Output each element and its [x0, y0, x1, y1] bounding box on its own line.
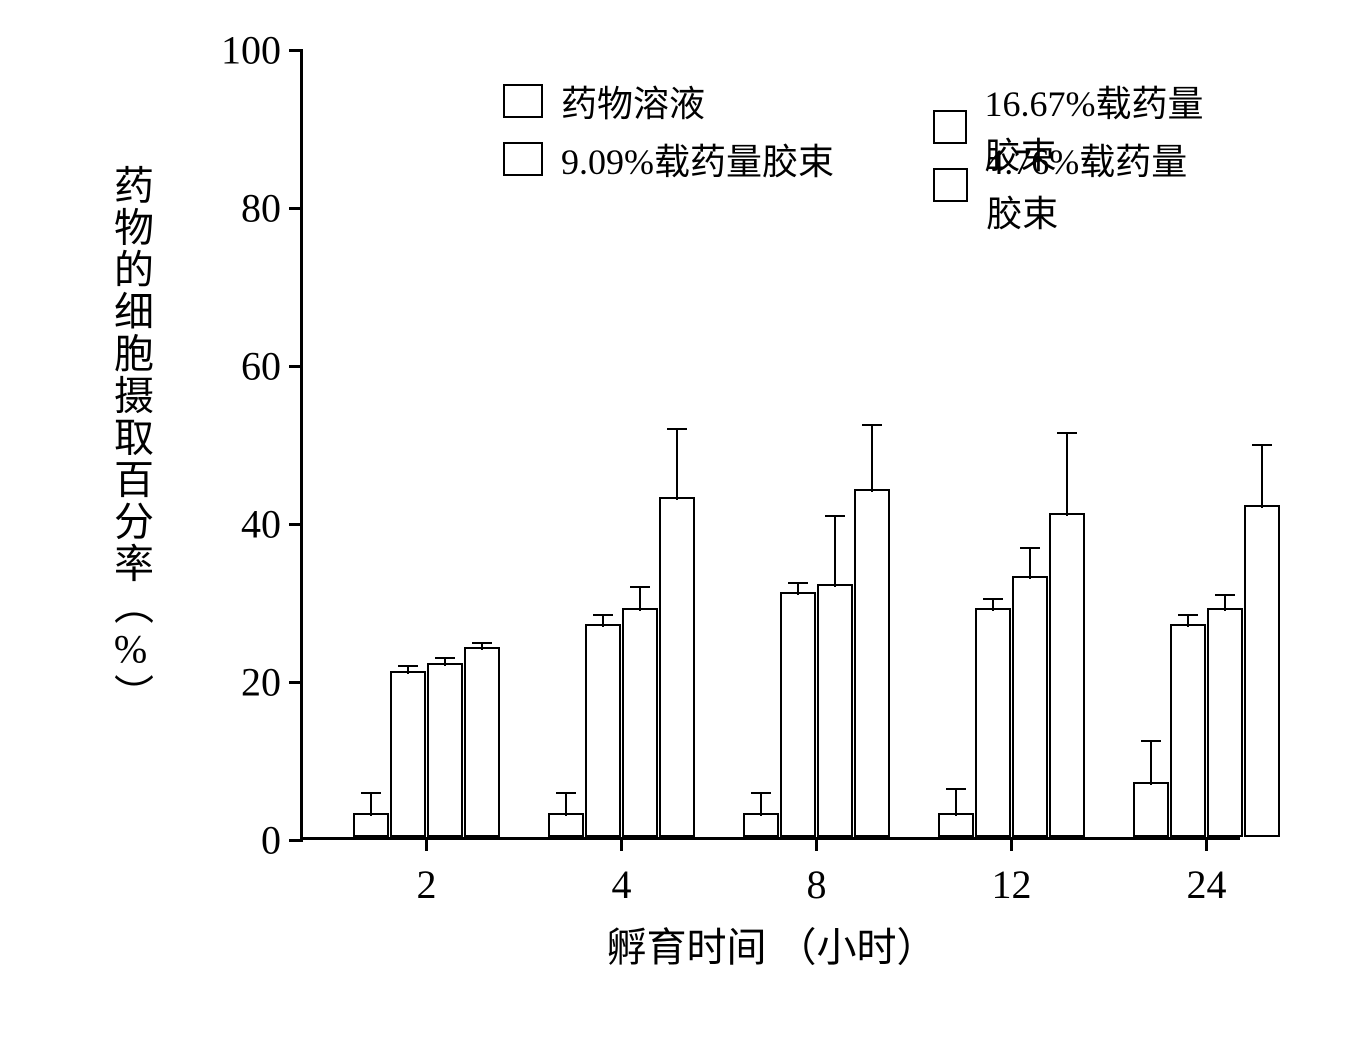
error-cap — [751, 792, 771, 794]
bar-solution — [743, 813, 779, 837]
bar-solution — [353, 813, 389, 837]
legend-item-micelle-9: 9.09%载药量胶束 — [503, 133, 834, 185]
bar-micelle-16 — [622, 608, 658, 837]
x-tick — [425, 837, 428, 851]
bar-micelle-4 — [1244, 505, 1280, 837]
bar-micelle-16 — [427, 663, 463, 837]
bar-micelle-4 — [464, 647, 500, 837]
error-cap — [983, 598, 1003, 600]
chart-figure: 药物的细胞摄取百分率（%） 药物溶液9.09%载药量胶束16.67%载药量胶束4… — [140, 40, 1270, 1000]
error-cap — [1057, 432, 1077, 434]
y-tick — [289, 49, 303, 52]
bar-micelle-4 — [659, 497, 695, 837]
y-tick-label: 100 — [221, 27, 281, 74]
y-tick — [289, 681, 303, 684]
error-bar — [834, 516, 836, 587]
bar-micelle-9 — [390, 671, 426, 837]
bar-micelle-16 — [1207, 608, 1243, 837]
bar-micelle-4 — [1049, 513, 1085, 837]
y-tick-label: 80 — [241, 185, 281, 232]
error-bar — [992, 599, 994, 611]
error-cap — [825, 515, 845, 517]
y-tick — [289, 839, 303, 842]
error-cap — [472, 642, 492, 644]
y-tick-label: 20 — [241, 659, 281, 706]
x-tick — [1010, 837, 1013, 851]
error-cap — [1141, 740, 1161, 742]
bar-micelle-9 — [1170, 624, 1206, 837]
error-bar — [1066, 433, 1068, 516]
error-cap — [556, 792, 576, 794]
error-cap — [1215, 594, 1235, 596]
error-cap — [1252, 444, 1272, 446]
plot-area: 药物溶液9.09%载药量胶束16.67%载药量胶束4.76%载药量胶束 孵育时间… — [300, 50, 1240, 840]
error-bar — [955, 789, 957, 817]
error-bar — [871, 425, 873, 492]
error-bar — [676, 429, 678, 500]
error-cap — [398, 665, 418, 667]
error-bar — [1150, 741, 1152, 784]
x-tick — [1205, 837, 1208, 851]
bar-micelle-9 — [975, 608, 1011, 837]
error-bar — [602, 615, 604, 627]
y-tick-label: 40 — [241, 501, 281, 548]
legend-label: 9.09%载药量胶束 — [561, 133, 834, 185]
error-bar — [760, 793, 762, 817]
error-cap — [630, 586, 650, 588]
legend-item-micelle-4: 4.76%载药量胶束 — [933, 133, 1223, 237]
x-tick-label: 8 — [807, 861, 827, 908]
legend-item-solution: 药物溶液 — [503, 75, 705, 127]
error-bar — [444, 658, 446, 666]
error-bar — [639, 587, 641, 611]
y-tick — [289, 207, 303, 210]
x-tick — [815, 837, 818, 851]
x-tick-label: 4 — [612, 861, 632, 908]
y-tick — [289, 365, 303, 368]
bar-solution — [548, 813, 584, 837]
error-bar — [1187, 615, 1189, 627]
error-cap — [1020, 547, 1040, 549]
error-bar — [797, 583, 799, 595]
y-axis-label: 药物的细胞摄取百分率（%） — [101, 165, 159, 716]
x-axis-label: 孵育时间 （小时） — [607, 915, 937, 973]
x-tick-label: 24 — [1187, 861, 1227, 908]
legend-swatch — [933, 168, 968, 202]
error-cap — [862, 424, 882, 426]
y-tick-label: 0 — [261, 817, 281, 864]
legend-swatch — [503, 142, 543, 176]
legend-label: 4.76%载药量胶束 — [986, 133, 1223, 237]
error-bar — [481, 643, 483, 651]
error-cap — [361, 792, 381, 794]
error-cap — [788, 582, 808, 584]
error-bar — [1261, 445, 1263, 508]
error-bar — [565, 793, 567, 817]
error-bar — [407, 666, 409, 674]
error-cap — [667, 428, 687, 430]
bar-solution — [1133, 782, 1169, 837]
x-tick — [620, 837, 623, 851]
bar-micelle-4 — [854, 489, 890, 837]
bar-micelle-9 — [780, 592, 816, 837]
y-tick-label: 60 — [241, 343, 281, 390]
error-bar — [1224, 595, 1226, 611]
x-tick-label: 12 — [992, 861, 1032, 908]
error-cap — [593, 614, 613, 616]
legend-swatch — [503, 84, 543, 118]
legend-label: 药物溶液 — [561, 75, 705, 127]
error-bar — [370, 793, 372, 817]
bar-micelle-9 — [585, 624, 621, 837]
error-cap — [1178, 614, 1198, 616]
error-cap — [435, 657, 455, 659]
error-bar — [1029, 548, 1031, 580]
y-tick — [289, 523, 303, 526]
bar-micelle-16 — [1012, 576, 1048, 837]
bar-solution — [938, 813, 974, 837]
x-tick-label: 2 — [417, 861, 437, 908]
error-cap — [946, 788, 966, 790]
bar-micelle-16 — [817, 584, 853, 837]
